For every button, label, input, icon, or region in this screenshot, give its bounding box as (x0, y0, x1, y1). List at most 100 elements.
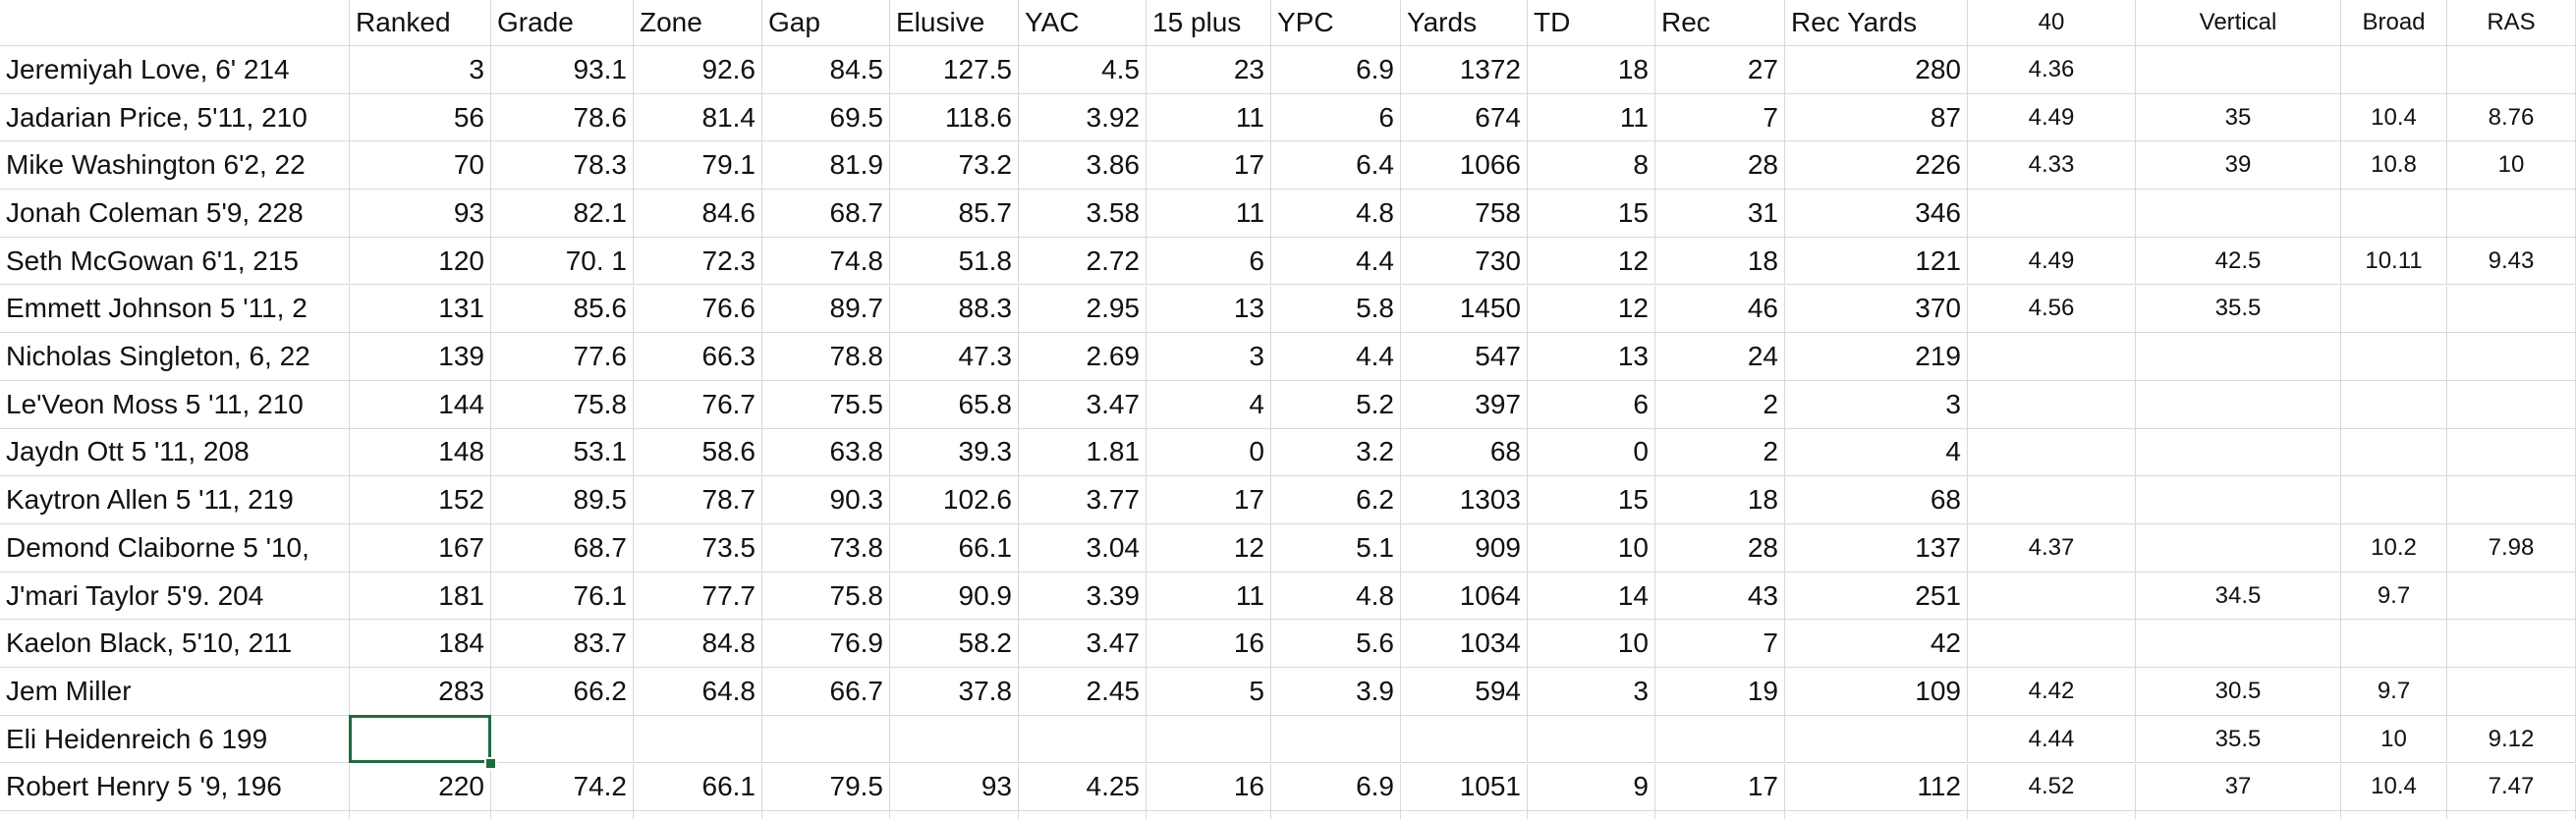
stat-cell[interactable]: 5.2 (1271, 380, 1401, 429)
stat-cell[interactable]: 219 (1785, 333, 1968, 381)
stat-cell[interactable]: 6 (1271, 93, 1401, 142)
stat-cell[interactable]: 4.5 (1019, 46, 1147, 94)
stat-cell[interactable]: 2.72 (1019, 237, 1147, 286)
stat-cell[interactable]: 58.6 (634, 428, 762, 477)
stat-cell[interactable]: 75.8 (491, 380, 634, 429)
stat-cell[interactable]: 4.42 (1968, 668, 2136, 716)
column-header[interactable]: 15 plus (1147, 0, 1271, 46)
stat-cell[interactable] (2341, 190, 2447, 238)
stat-cell[interactable]: 68.7 (491, 524, 634, 573)
stat-cell[interactable]: 78.3 (491, 141, 634, 191)
stat-cell[interactable] (2136, 428, 2341, 477)
stat-cell[interactable]: 70. 1 (491, 237, 634, 286)
column-header[interactable]: RAS (2447, 0, 2576, 46)
stat-cell[interactable]: 6 (1528, 380, 1655, 429)
player-name-cell[interactable]: Mike Washington 6'2, 22 (0, 141, 350, 191)
stat-cell[interactable]: 12 (1528, 237, 1655, 286)
stat-cell[interactable]: 11 (1147, 93, 1271, 142)
stat-cell[interactable] (2341, 46, 2447, 94)
stat-cell[interactable]: 9 (1528, 763, 1655, 812)
player-name-cell[interactable]: Jaydn Ott 5 '11, 208 (0, 428, 350, 477)
stat-cell[interactable]: 16 (1147, 763, 1271, 812)
stat-cell[interactable]: 3.47 (1019, 380, 1147, 429)
empty-cell[interactable] (2447, 811, 2576, 819)
stat-cell[interactable] (2136, 333, 2341, 381)
column-header[interactable]: TD (1528, 0, 1655, 46)
stat-cell[interactable] (2447, 190, 2576, 238)
stat-cell[interactable]: 758 (1401, 190, 1528, 238)
stat-cell[interactable]: 4 (1147, 380, 1271, 429)
stat-cell[interactable]: 34.5 (2136, 572, 2341, 621)
stat-cell[interactable]: 10 (1528, 524, 1655, 573)
stat-cell[interactable] (2447, 285, 2576, 334)
stat-cell[interactable]: 1051 (1401, 763, 1528, 812)
stat-cell[interactable]: 72.3 (634, 237, 762, 286)
stat-cell[interactable]: 3 (1147, 333, 1271, 381)
player-name-cell[interactable]: J'mari Taylor 5'9. 204 (0, 572, 350, 621)
column-header[interactable]: Yards (1401, 0, 1528, 46)
stat-cell[interactable] (2341, 620, 2447, 669)
stat-cell[interactable]: 4.25 (1019, 763, 1147, 812)
stat-cell[interactable]: 3 (1785, 380, 1968, 429)
stat-cell[interactable]: 9.7 (2341, 668, 2447, 716)
stat-cell[interactable]: 19 (1655, 668, 1785, 716)
stat-cell[interactable]: 3.77 (1019, 476, 1147, 524)
column-header[interactable]: Ranked (350, 0, 491, 46)
player-name-cell[interactable]: Kaytron Allen 5 '11, 219 (0, 476, 350, 524)
stat-cell[interactable]: 226 (1785, 141, 1968, 191)
stat-cell[interactable]: 7.98 (2447, 524, 2576, 573)
stat-cell[interactable]: 92.6 (634, 46, 762, 94)
stat-cell[interactable]: 4.4 (1271, 333, 1401, 381)
stat-cell[interactable] (2447, 668, 2576, 716)
empty-cell[interactable] (0, 811, 350, 819)
column-header[interactable]: YAC (1019, 0, 1147, 46)
column-header[interactable]: Zone (634, 0, 762, 46)
stat-cell[interactable]: 37 (2136, 763, 2341, 812)
stat-cell[interactable]: 15 (1528, 190, 1655, 238)
stat-cell[interactable]: 3.58 (1019, 190, 1147, 238)
stat-cell[interactable] (2341, 476, 2447, 524)
stat-cell[interactable]: 90.9 (890, 572, 1019, 621)
stat-cell[interactable]: 79.1 (634, 141, 762, 191)
stat-cell[interactable]: 74.2 (491, 763, 634, 812)
player-name-cell[interactable]: Nicholas Singleton, 6, 22 (0, 333, 350, 381)
stat-cell[interactable]: 9.12 (2447, 715, 2576, 764)
stat-cell[interactable]: 6.2 (1271, 476, 1401, 524)
stat-cell[interactable]: 18 (1655, 237, 1785, 286)
column-header[interactable]: Rec (1655, 0, 1785, 46)
stat-cell[interactable]: 35.5 (2136, 285, 2341, 334)
stat-cell[interactable]: 77.7 (634, 572, 762, 621)
stat-cell[interactable]: 68 (1401, 428, 1528, 477)
stat-cell[interactable]: 23 (1147, 46, 1271, 94)
stat-cell[interactable] (890, 715, 1019, 764)
stat-cell[interactable]: 8 (1528, 141, 1655, 191)
stat-cell[interactable]: 4.37 (1968, 524, 2136, 573)
stat-cell[interactable] (1401, 715, 1528, 764)
stat-cell[interactable]: 2.95 (1019, 285, 1147, 334)
stat-cell[interactable] (2447, 380, 2576, 429)
stat-cell[interactable]: 3.9 (1271, 668, 1401, 716)
stat-cell[interactable] (1528, 715, 1655, 764)
stat-cell[interactable]: 4.44 (1968, 715, 2136, 764)
stat-cell[interactable]: 17 (1147, 476, 1271, 524)
stat-cell[interactable]: 13 (1147, 285, 1271, 334)
stat-cell[interactable]: 4.8 (1271, 190, 1401, 238)
stat-cell[interactable]: 13 (1528, 333, 1655, 381)
stat-cell[interactable]: 53.1 (491, 428, 634, 477)
stat-cell[interactable]: 8.76 (2447, 93, 2576, 142)
stat-cell[interactable]: 11 (1147, 190, 1271, 238)
player-name-cell[interactable]: Seth McGowan 6'1, 215 (0, 237, 350, 286)
empty-cell[interactable] (634, 811, 762, 819)
stat-cell[interactable] (2341, 333, 2447, 381)
stat-cell[interactable]: 84.5 (762, 46, 890, 94)
stat-cell[interactable] (634, 715, 762, 764)
stat-cell[interactable]: 3.2 (1271, 428, 1401, 477)
stat-cell[interactable]: 5.1 (1271, 524, 1401, 573)
stat-cell[interactable]: 15 (1528, 476, 1655, 524)
player-name-cell[interactable]: Jadarian Price, 5'11, 210 (0, 93, 350, 142)
stat-cell[interactable]: 547 (1401, 333, 1528, 381)
stat-cell[interactable]: 35.5 (2136, 715, 2341, 764)
stat-cell[interactable] (2341, 380, 2447, 429)
stat-cell[interactable]: 9.43 (2447, 237, 2576, 286)
stat-cell[interactable]: 594 (1401, 668, 1528, 716)
